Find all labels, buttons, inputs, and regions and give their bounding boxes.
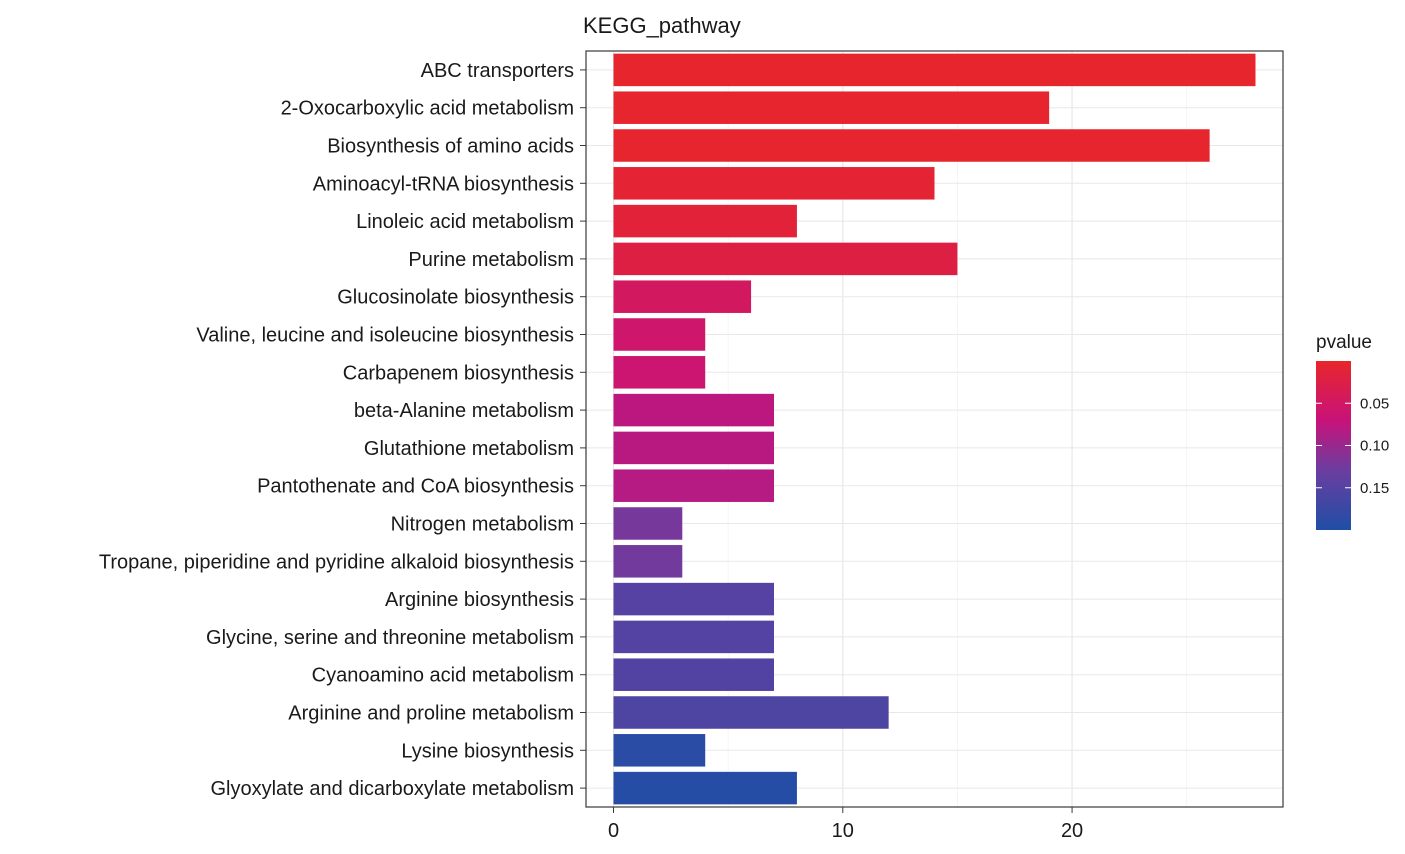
- y-tick-label: 2-Oxocarboxylic acid metabolism: [281, 98, 574, 120]
- legend-tick-label: 0.05: [1360, 395, 1389, 412]
- x-tick-label: 10: [832, 820, 854, 842]
- bar-6: [613, 242, 958, 276]
- bar-2: [613, 91, 1050, 124]
- bar-4: [613, 167, 935, 200]
- bar-16: [613, 620, 775, 654]
- bar-12: [613, 469, 775, 502]
- x-axis-ticks: 0 10 20: [608, 807, 1083, 842]
- legend-tick-label: 0.10: [1360, 438, 1389, 455]
- bar-20: [613, 771, 797, 805]
- y-tick-label: beta-Alanine metabolism: [354, 400, 574, 422]
- legend: pvalue 0.05 0.10 0.15: [1316, 332, 1389, 530]
- y-tick-label: Lysine biosynthesis: [401, 740, 574, 762]
- bar-17: [613, 658, 775, 691]
- legend-tick-label: 0.15: [1360, 480, 1389, 497]
- y-tick-label: Nitrogen metabolism: [391, 514, 574, 536]
- bar-1: [613, 53, 1256, 87]
- y-tick-label: Glutathione metabolism: [364, 438, 574, 460]
- bar-19: [613, 734, 706, 767]
- plot-panel-border: [585, 50, 1284, 808]
- y-tick-label: Glucosinolate biosynthesis: [337, 287, 574, 309]
- bar-8: [613, 318, 706, 351]
- bar-11: [613, 431, 775, 465]
- y-tick-label: Valine, leucine and isoleucine biosynthe…: [196, 325, 574, 347]
- y-tick-label: Arginine and proline metabolism: [288, 703, 574, 725]
- chart-title: KEGG_pathway: [583, 13, 741, 38]
- bar-3: [613, 129, 1210, 162]
- y-tick-label: Carbapenem biosynthesis: [343, 362, 574, 384]
- bar-10: [613, 393, 775, 427]
- y-tick-label: ABC transporters: [421, 60, 574, 82]
- y-axis-labels: ABC transporters 2-Oxocarboxylic acid met…: [99, 60, 586, 800]
- bar-18: [613, 696, 889, 729]
- bar-15: [613, 582, 775, 616]
- legend-title: pvalue: [1316, 332, 1372, 353]
- bar-7: [613, 280, 752, 313]
- y-tick-label: Glycine, serine and threonine metabolism: [206, 627, 574, 649]
- x-tick-label: 20: [1061, 820, 1083, 842]
- y-tick-label: Biosynthesis of amino acids: [327, 136, 574, 158]
- y-tick-label: Purine metabolism: [408, 249, 574, 271]
- bar-14: [613, 545, 683, 578]
- y-tick-label: Aminoacyl-tRNA biosynthesis: [313, 173, 574, 195]
- bar-13: [613, 507, 683, 540]
- bar-5: [613, 204, 797, 238]
- y-tick-label: Cyanoamino acid metabolism: [312, 665, 574, 687]
- y-tick-label: Linoleic acid metabolism: [356, 211, 574, 233]
- y-tick-label: Arginine biosynthesis: [385, 589, 574, 611]
- bars: [613, 53, 1256, 805]
- y-tick-label: Glyoxylate and dicarboxylate metabolism: [210, 778, 574, 800]
- grid-lines: [586, 51, 1283, 807]
- bar-9: [613, 356, 706, 389]
- x-tick-label: 0: [608, 820, 619, 842]
- y-tick-label: Tropane, piperidine and pyridine alkaloi…: [99, 551, 574, 573]
- y-tick-label: Pantothenate and CoA biosynthesis: [257, 476, 574, 498]
- legend-ticks: 0.05 0.10 0.15: [1316, 395, 1389, 497]
